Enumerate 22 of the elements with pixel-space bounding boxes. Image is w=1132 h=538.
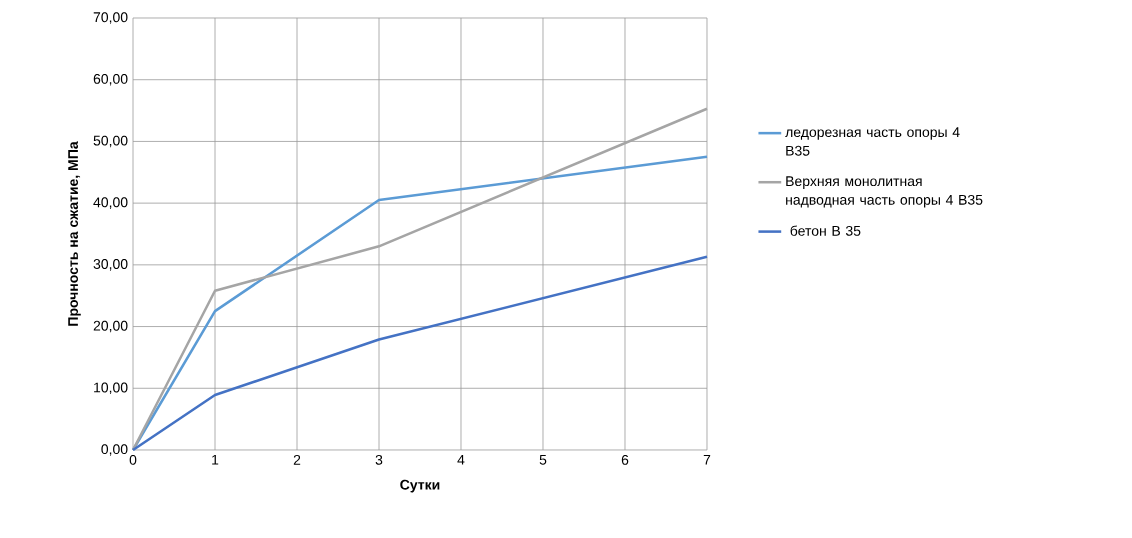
y-tick-label: 0,00: [101, 444, 128, 456]
line-series: [131, 255, 709, 452]
x-tick-label: 2: [293, 454, 301, 465]
y-tick-label: 50,00: [93, 135, 128, 148]
legend-label: ледорезная часть опоры 4 В35: [785, 127, 960, 156]
x-tick-label: 7: [703, 454, 711, 465]
x-tick-label: 6: [621, 454, 629, 465]
y-tick-label: 60,00: [93, 73, 128, 86]
x-tick-label: 4: [457, 454, 465, 465]
x-tick-label: 5: [539, 454, 547, 465]
legend-label: Верхняя монолитная надводная часть опоры 4 В35: [786, 176, 983, 208]
y-tick-label: 40,00: [93, 197, 128, 209]
x-tick-label: 1: [212, 454, 219, 465]
y-axis-title: Прочность на сжатие, МПа: [68, 141, 81, 326]
x-axis-title: Сутки: [400, 479, 440, 493]
y-tick-label: 10,00: [94, 382, 128, 395]
y-tick-label: 20,00: [93, 320, 128, 333]
legend-label: бетон В 35: [790, 225, 861, 236]
x-tick-label: 0: [129, 454, 137, 465]
y-tick-label: 70,00: [93, 12, 128, 24]
y-tick-label: 30,00: [93, 259, 128, 271]
x-tick-label: 3: [375, 454, 383, 465]
